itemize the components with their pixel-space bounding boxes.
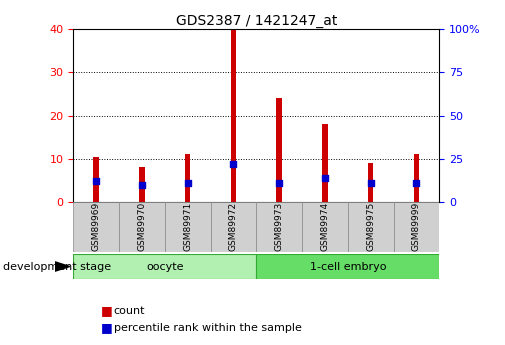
Point	[413, 180, 421, 186]
Point	[275, 180, 283, 186]
Text: ■: ■	[101, 321, 113, 334]
Text: 1-cell embryo: 1-cell embryo	[310, 262, 386, 272]
Point	[184, 180, 192, 186]
Bar	[73, 202, 119, 252]
Text: GSM89973: GSM89973	[275, 202, 284, 252]
Bar	[231, 29, 236, 202]
Point	[229, 161, 237, 167]
Bar	[322, 124, 328, 202]
Text: GSM89974: GSM89974	[321, 202, 329, 252]
Bar	[211, 202, 257, 252]
Bar	[393, 202, 439, 252]
Bar	[119, 202, 165, 252]
Text: GSM89999: GSM89999	[412, 202, 421, 252]
Text: GSM89970: GSM89970	[137, 202, 146, 252]
Bar	[302, 202, 348, 252]
Bar	[165, 202, 211, 252]
Text: development stage: development stage	[3, 262, 111, 272]
Text: GSM89972: GSM89972	[229, 202, 238, 252]
Bar	[139, 167, 144, 202]
Text: GSM89969: GSM89969	[91, 202, 100, 252]
Bar	[257, 202, 302, 252]
Point	[321, 175, 329, 180]
Text: GSM89971: GSM89971	[183, 202, 192, 252]
Polygon shape	[55, 262, 70, 271]
Point	[92, 178, 100, 184]
Text: GSM89975: GSM89975	[366, 202, 375, 252]
Point	[138, 183, 146, 188]
Bar	[368, 163, 374, 202]
Bar	[185, 155, 190, 202]
Title: GDS2387 / 1421247_at: GDS2387 / 1421247_at	[176, 14, 337, 28]
Text: count: count	[114, 306, 145, 315]
Bar	[276, 98, 282, 202]
Bar	[73, 254, 257, 279]
Text: ■: ■	[101, 304, 113, 317]
Point	[367, 180, 375, 186]
Bar	[414, 155, 419, 202]
Bar	[348, 202, 393, 252]
Text: percentile rank within the sample: percentile rank within the sample	[114, 323, 301, 333]
Bar	[257, 254, 439, 279]
Bar	[93, 157, 99, 202]
Text: oocyte: oocyte	[146, 262, 183, 272]
